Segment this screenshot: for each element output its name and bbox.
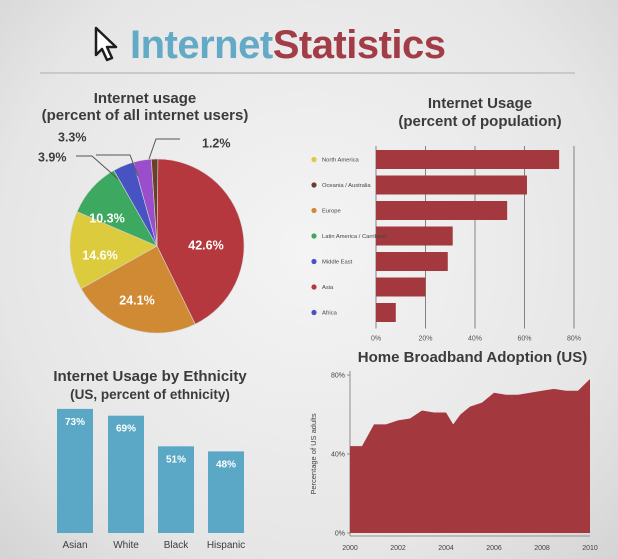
hbar-legend-dot (311, 309, 317, 316)
hbar-bar (376, 252, 448, 271)
hbar-bar (376, 303, 396, 322)
hbar-legend-dot (311, 207, 317, 214)
hbar-category-label: Europe (322, 209, 341, 215)
hbar-chart: 0% 20% 40% 60% 80% North America Oceania / Aus… (311, 146, 581, 343)
ethnicity-chart-title: Internet Usage by Ethnicity (53, 368, 247, 385)
ethnicity-bar-value: 73% (65, 417, 85, 428)
broadband-chart-title: Home Broadband Adoption (US) (357, 349, 588, 366)
hbar-legend-dot (311, 258, 317, 265)
hbar-x-tick: 40% (468, 336, 482, 343)
broadband-area-chart: 0% 40% 80% 2000 2002 2004 2006 2008 2010 Percenta… (309, 371, 598, 552)
cursor-arrow-icon (94, 26, 118, 62)
ethnicity-category-label: Hispanic (207, 540, 245, 551)
ethnicity-bar-value: 69% (116, 424, 136, 435)
area-y-tick: 0% (335, 531, 345, 538)
area-x-tick: 2006 (486, 545, 502, 552)
leader-line-3-3 (96, 154, 139, 177)
hbar-bar (376, 201, 508, 220)
area-x-tick: 2008 (534, 545, 550, 552)
ethnicity-bar-value: 51% (166, 454, 186, 465)
area-x-tick: 2000 (342, 545, 358, 552)
pie-slice-label: 42.6% (188, 238, 223, 252)
hbar-category-label: Latin America / Carribean (322, 234, 387, 240)
pie-chart: 42.6% 24.1% 14.6% 10.3% 3.9% 3.3% 1.2% (38, 130, 245, 334)
hbar-legend-dot (311, 182, 317, 188)
hbar-x-tick: 60% (517, 336, 531, 343)
area-y-tick: 40% (331, 452, 345, 459)
hbar-category-label: Middle East (322, 260, 353, 266)
ethnicity-bar (57, 408, 93, 533)
pie-slice (80, 245, 196, 334)
ethnicity-bar (108, 415, 144, 533)
pie-slice-label: 3.9% (38, 150, 67, 164)
pie-chart-subtitle: (percent of all internet users) (41, 107, 249, 124)
ethnicity-chart: 73% Asian 69% White 51% Black 48% Hispanic (57, 408, 245, 551)
pie-slice (69, 211, 158, 289)
hbar-legend-dot (311, 233, 317, 239)
leader-line-3-9 (76, 155, 119, 180)
pie-slice-label: 10.3% (89, 211, 124, 225)
pie-slice-label: 24.1% (119, 293, 154, 307)
pie-slice (150, 158, 159, 247)
hbar-bar (376, 175, 527, 195)
title-statistics: Statistics (272, 22, 446, 67)
hbar-category-label: North America (322, 158, 360, 164)
ethnicity-category-label: Black (164, 540, 189, 551)
hbar-category-label: Asia (322, 285, 334, 291)
broadband-area (350, 378, 590, 533)
hbar-x-tick: 0% (371, 336, 381, 343)
hbar-category-label: Oceania / Australia (322, 183, 371, 189)
pie-slice-label: 14.6% (82, 248, 117, 262)
area-x-tick: 2002 (390, 545, 406, 552)
ethnicity-category-label: Asian (62, 540, 87, 551)
hbar-legend-dot (311, 284, 317, 290)
hbar-x-tick: 80% (567, 336, 581, 343)
ethnicity-category-label: White (113, 540, 139, 551)
hbar-bar (376, 277, 426, 297)
pie-slice-label: 3.3% (58, 130, 87, 144)
title-divider (40, 72, 575, 74)
hbar-chart-title: Internet Usage (427, 95, 533, 112)
title-internet: Internet (130, 22, 273, 67)
pie-chart-title: Internet usage (93, 90, 197, 107)
pie-slice (156, 158, 245, 325)
ethnicity-chart-subtitle: (US, percent of ethnicity) (70, 387, 230, 402)
hbar-bar (376, 150, 560, 169)
hbar-chart-subtitle: (percent of population) (398, 113, 562, 130)
ethnicity-bar (208, 451, 244, 533)
title-block: Internet Statistics (90, 18, 446, 72)
pie-slice-label: 1.2% (202, 136, 231, 150)
area-y-tick: 80% (331, 373, 345, 380)
area-x-tick: 2010 (582, 545, 598, 552)
area-y-axis-label: Percentage of US adults (309, 413, 318, 495)
ethnicity-bar (158, 446, 194, 533)
hbar-legend-dot (311, 156, 317, 163)
leader-line-1-2 (148, 138, 180, 160)
hbar-category-label: Africa (322, 311, 338, 317)
hbar-bar (376, 226, 453, 246)
area-x-tick: 2004 (438, 545, 454, 552)
hbar-x-tick: 20% (418, 336, 432, 343)
ethnicity-bar-value: 48% (216, 459, 236, 470)
